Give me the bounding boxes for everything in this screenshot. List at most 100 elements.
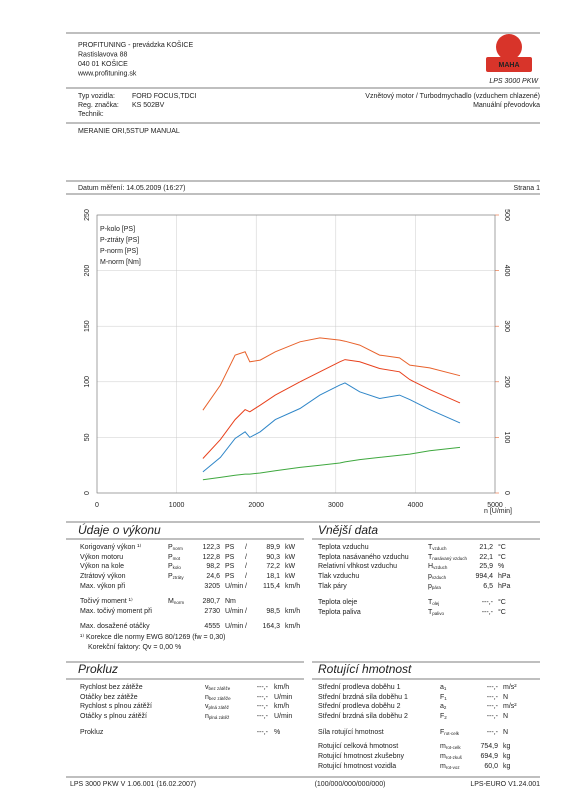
row-value: ---,-	[257, 684, 269, 691]
row-unit: PS	[225, 554, 235, 561]
row-label: Střední brzdná síla doběhu 2	[318, 713, 408, 720]
row-unit: U/min	[225, 583, 243, 590]
symbol-main: n	[205, 713, 209, 720]
footnote: ¹⁾ Korekce dle normy EWG 80/1269 (fw = 0…	[80, 633, 225, 641]
row-value: 3205	[204, 583, 220, 590]
row-label: Výkon motoru	[80, 554, 123, 561]
symbol-sub: 2	[444, 715, 447, 720]
y-tick-label: 200	[84, 265, 91, 277]
engine: Vznětový motor / Turbodmychadlo (vzduche…	[365, 93, 540, 100]
symbol-sub: ztráty	[173, 575, 185, 580]
row-label: Tlak páry	[318, 583, 347, 590]
symbol-main: H	[428, 563, 433, 570]
symbol-main: F	[440, 729, 444, 736]
row-value: 122,8	[202, 554, 220, 561]
y-tick-label: 50	[84, 433, 91, 441]
legend-box	[98, 223, 158, 269]
section-title: Rotující hmotnost	[318, 662, 412, 676]
symbol-sub: plná zátěž	[209, 715, 230, 720]
legend-entry: P-kolo [PS]	[100, 226, 135, 233]
x-tick-label: 4000	[408, 502, 424, 509]
section-title: Prokluz	[78, 662, 118, 676]
symbol-sub: mot	[173, 556, 181, 561]
row-unit: °C	[498, 543, 506, 551]
symbol: mrot-celk	[440, 743, 461, 750]
row-unit: kW	[285, 544, 296, 551]
row-value: ---,-	[257, 703, 269, 710]
section-title: Vnější data	[318, 523, 378, 537]
row-value: ---,-	[257, 713, 269, 720]
logo-caption: LPS 3000 PKW	[489, 78, 539, 85]
logo-badge	[496, 34, 522, 60]
symbol-main: P	[168, 544, 173, 551]
y-tick-label: 150	[84, 320, 91, 332]
row-unit: N	[503, 713, 508, 720]
row-label: Teplota nasávaného vzduchu	[318, 554, 409, 561]
symbol: Pmot	[168, 554, 181, 561]
symbol: Tnasávaný vzduch	[428, 554, 468, 561]
row-value: 164,3	[262, 623, 280, 630]
row-label: Teplota oleje	[318, 599, 357, 606]
row-separator: /	[245, 573, 247, 580]
symbol-main: p	[428, 583, 432, 590]
vehicle-label: Reg. značka:	[78, 102, 119, 109]
symbol: Pkolo	[168, 563, 181, 570]
row-value: ---,-	[257, 729, 269, 736]
row-value: 18,1	[266, 573, 280, 580]
row-value: 90,3	[266, 554, 280, 561]
page-number: Strana 1	[514, 185, 541, 192]
symbol-sub: kolo	[173, 565, 182, 570]
row-unit: %	[274, 729, 280, 736]
row-unit: km/h	[285, 608, 300, 615]
company-line: Rastislavova 88	[78, 51, 128, 58]
x-tick-label: 0	[95, 502, 99, 509]
row-unit: %	[498, 563, 504, 570]
symbol-main: M	[168, 598, 174, 605]
series-line	[202, 337, 461, 411]
symbol-main: T	[428, 609, 433, 616]
symbol: pvzduch	[428, 573, 447, 580]
symbol-main: F	[440, 694, 444, 701]
symbol: F1	[440, 694, 447, 701]
symbol-sub: vzduch	[433, 565, 448, 570]
symbol-sub: plná zátěž	[209, 705, 230, 710]
symbol: a1	[440, 684, 447, 691]
symbol-main: n	[205, 694, 209, 701]
symbol-sub: norm	[173, 546, 184, 551]
row-unit: PS	[225, 563, 235, 570]
company-line: 040 01 KOŠICE	[78, 59, 128, 68]
symbol: Hvzduch	[428, 563, 448, 570]
row-label: Střední prodleva doběhu 1	[318, 684, 401, 691]
symbol-main: P	[168, 573, 173, 580]
y2-tick-label: 100	[503, 432, 510, 444]
x-tick-label: 2000	[248, 502, 264, 509]
legend-entry: M-norm [Nm]	[100, 259, 141, 266]
row-value: 2730	[204, 608, 220, 615]
row-separator: /	[245, 563, 247, 570]
row-unit: kW	[285, 563, 296, 570]
symbol-main: m	[440, 753, 446, 760]
row-value: 24,6	[206, 573, 220, 580]
row-unit: hPa	[498, 573, 511, 580]
x-tick-label: 5000	[487, 502, 503, 509]
symbol: mrot-voz	[440, 763, 460, 770]
row-label: Otáčky s plnou zátěží	[80, 713, 147, 720]
row-unit: N	[503, 694, 508, 701]
section-title: Údaje o výkonu	[78, 522, 161, 537]
symbol: Pnorm	[168, 544, 183, 551]
symbol-sub: bez zátěže	[209, 686, 231, 691]
row-unit: km/h	[285, 583, 300, 590]
symbol-main: P	[168, 554, 173, 561]
row-unit: kg	[503, 763, 511, 770]
row-label: Max. výkon při	[80, 583, 126, 590]
row-unit: km/h	[274, 684, 289, 691]
row-value: 280,7	[202, 598, 220, 605]
row-unit: PS	[225, 544, 235, 551]
row-unit: Nm	[225, 598, 236, 605]
row-label: Výkon na kole	[80, 563, 124, 570]
row-label: Max. dosažené otáčky	[80, 623, 150, 630]
symbol-main: a	[440, 684, 444, 691]
row-label: Rotující hmotnost vozidla	[318, 763, 396, 770]
vehicle-label: Technik:	[78, 111, 104, 118]
